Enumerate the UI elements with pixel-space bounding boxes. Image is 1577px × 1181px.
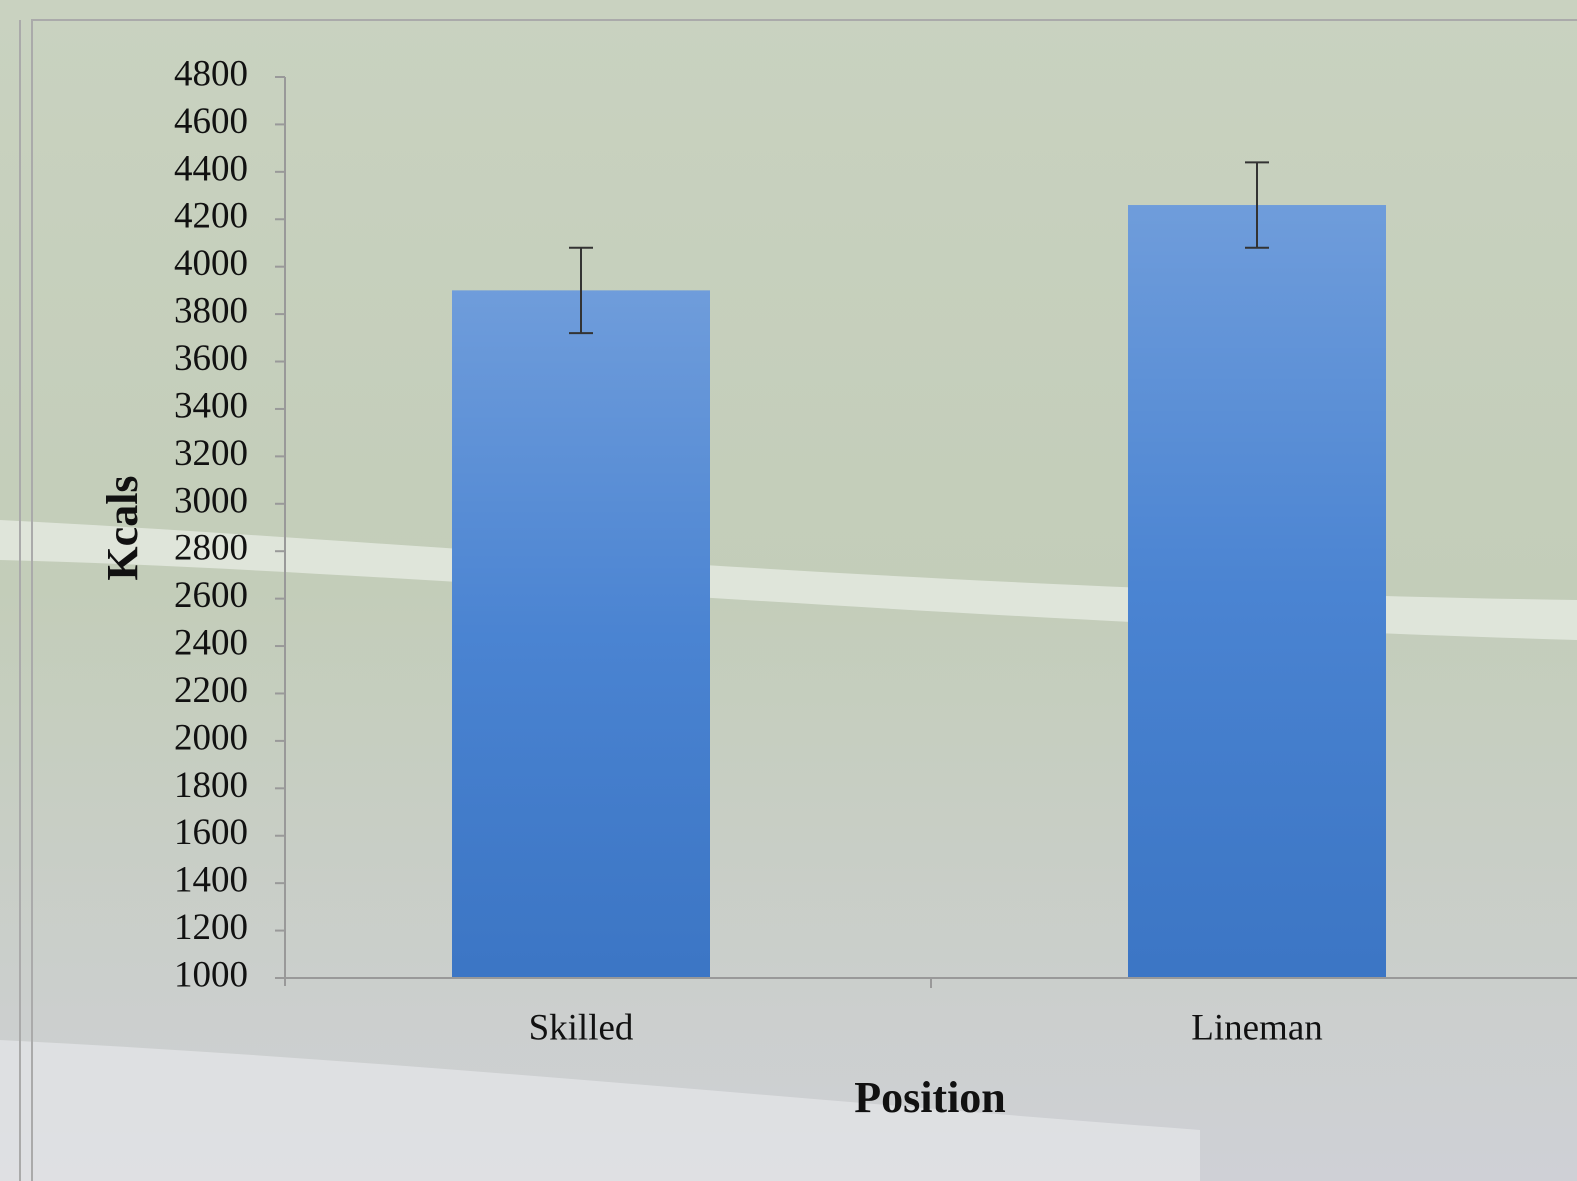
y-tick-label: 4200 <box>174 196 248 237</box>
y-tick-label: 4400 <box>174 148 248 189</box>
x-tick-label: Lineman <box>1191 1007 1323 1048</box>
x-tick-label: Skilled <box>529 1007 634 1048</box>
bar-sheen <box>1128 205 1386 978</box>
y-tick-label: 4600 <box>174 101 248 142</box>
y-tick-label: 1600 <box>174 812 248 853</box>
y-tick-label: 2200 <box>174 670 248 711</box>
y-tick-label: 2600 <box>174 575 248 616</box>
y-tick-label: 3200 <box>174 433 248 474</box>
y-tick-label: 2800 <box>174 528 248 569</box>
y-tick-label: 4000 <box>174 243 248 284</box>
y-tick-label: 3000 <box>174 480 248 521</box>
y-tick-label: 3600 <box>174 338 248 379</box>
bar-sheen <box>452 290 710 978</box>
y-tick-label: 3800 <box>174 291 248 332</box>
y-tick-label: 1800 <box>174 765 248 806</box>
x-axis-label: Position <box>854 1073 1006 1122</box>
y-tick-label: 1200 <box>174 907 248 948</box>
panel-border <box>31 19 1577 1181</box>
field-stripe <box>0 1040 1200 1181</box>
y-axis-label: Kcals <box>98 475 147 580</box>
y-tick-label: 1000 <box>174 954 248 995</box>
y-tick-label: 3400 <box>174 385 248 426</box>
y-tick-label: 2000 <box>174 717 248 758</box>
y-tick-label: 1400 <box>174 860 248 901</box>
y-tick-label: 2400 <box>174 623 248 664</box>
y-tick-label: 4800 <box>174 53 248 94</box>
